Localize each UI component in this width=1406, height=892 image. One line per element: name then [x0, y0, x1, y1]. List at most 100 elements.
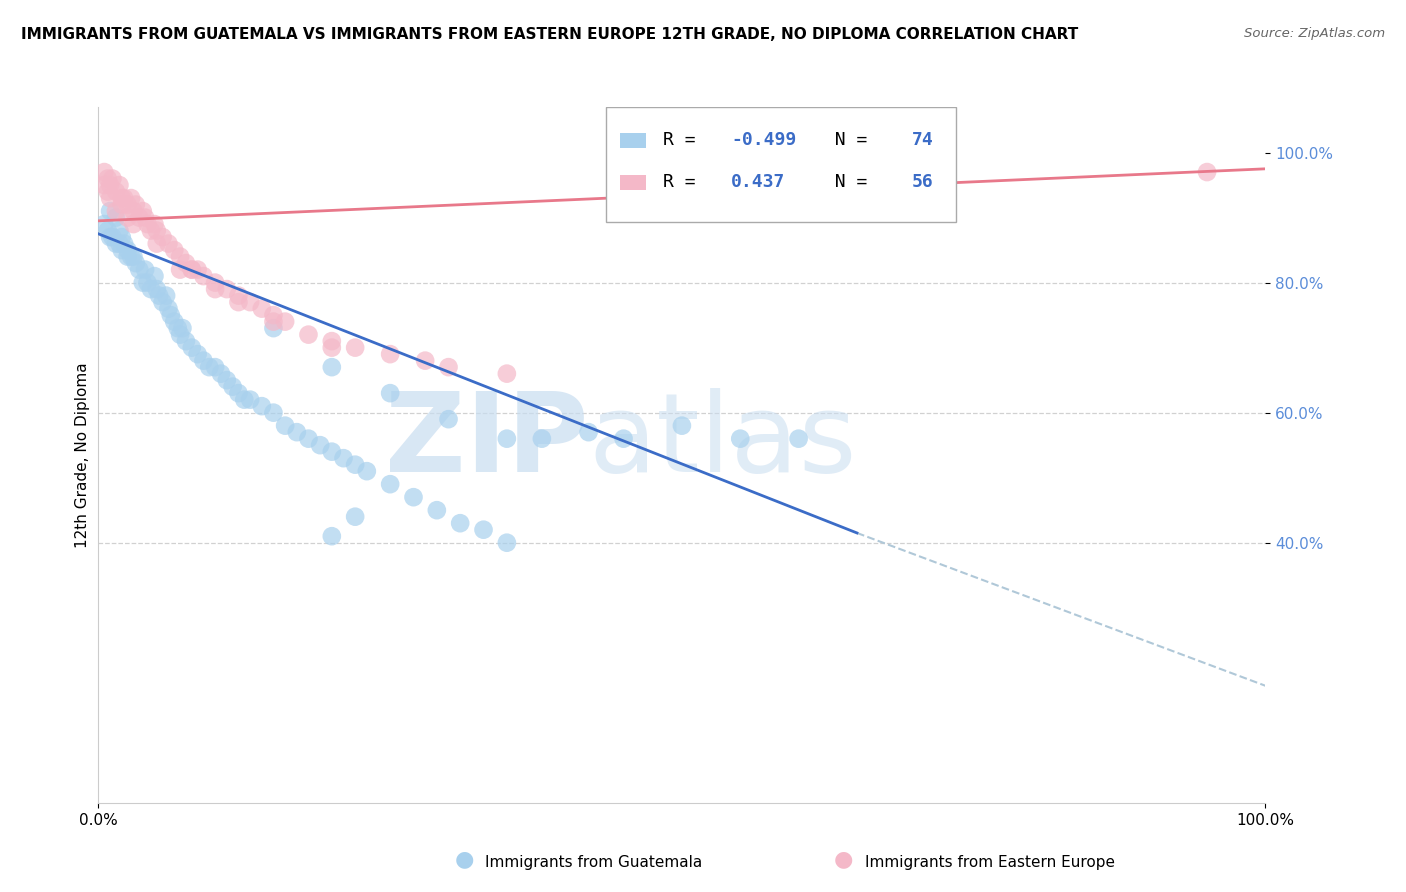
Text: atlas: atlas [589, 387, 858, 494]
Point [344, 458, 367, 472]
Point [98, 204, 121, 219]
Text: N =: N = [813, 131, 877, 150]
Point [152, 295, 174, 310]
Point [193, 353, 215, 368]
Text: 0.437: 0.437 [731, 173, 786, 191]
Text: Immigrants from Guatemala: Immigrants from Guatemala [485, 855, 703, 870]
Point [136, 217, 159, 231]
Point [250, 301, 273, 316]
Point [787, 432, 810, 446]
Point [97, 171, 120, 186]
Point [356, 464, 378, 478]
Point [250, 399, 273, 413]
Point [228, 295, 250, 310]
Point [172, 321, 194, 335]
Point [187, 262, 209, 277]
Point [437, 412, 460, 426]
Point [163, 243, 186, 257]
Point [297, 432, 319, 446]
Point [215, 282, 238, 296]
Point [159, 308, 181, 322]
Point [380, 386, 402, 401]
Point [122, 217, 145, 231]
Point [1195, 165, 1218, 179]
Point [204, 360, 226, 375]
Point [530, 432, 553, 446]
Point [380, 347, 402, 361]
Point [174, 256, 197, 270]
Point [108, 236, 131, 251]
Point [93, 217, 115, 231]
Point [204, 276, 226, 290]
Point [146, 236, 169, 251]
Text: 56: 56 [912, 173, 934, 191]
Point [155, 288, 177, 302]
Point [233, 392, 256, 407]
Point [98, 178, 121, 192]
Point [274, 315, 297, 329]
Point [97, 185, 120, 199]
Point [112, 236, 135, 251]
Point [204, 282, 226, 296]
Point [449, 516, 471, 531]
Point [104, 204, 127, 219]
Point [117, 243, 139, 257]
Point [97, 224, 120, 238]
Point [146, 224, 169, 238]
Point [136, 276, 159, 290]
Point [111, 243, 134, 257]
Point [262, 315, 284, 329]
Point [215, 373, 238, 387]
Point [117, 211, 139, 225]
Point [163, 315, 186, 329]
Point [128, 211, 150, 225]
Text: IMMIGRANTS FROM GUATEMALA VS IMMIGRANTS FROM EASTERN EUROPE 12TH GRADE, NO DIPLO: IMMIGRANTS FROM GUATEMALA VS IMMIGRANTS … [21, 27, 1078, 42]
Point [193, 269, 215, 284]
Point [180, 341, 202, 355]
Point [134, 211, 156, 225]
Point [101, 171, 124, 186]
Point [496, 432, 519, 446]
Point [98, 191, 121, 205]
Point [187, 347, 209, 361]
Point [157, 301, 180, 316]
Point [169, 327, 191, 342]
Point [426, 503, 449, 517]
Point [402, 490, 425, 504]
Point [157, 236, 180, 251]
Point [104, 236, 127, 251]
Point [139, 224, 162, 238]
Point [111, 230, 134, 244]
Point [132, 204, 155, 219]
Y-axis label: 12th Grade, No Diploma: 12th Grade, No Diploma [75, 362, 90, 548]
Point [111, 197, 134, 211]
Point [120, 191, 142, 205]
Point [132, 276, 155, 290]
Point [496, 535, 519, 549]
Point [139, 282, 162, 296]
Point [134, 262, 156, 277]
Text: Immigrants from Eastern Europe: Immigrants from Eastern Europe [865, 855, 1115, 870]
Point [198, 360, 221, 375]
Point [180, 262, 202, 277]
Point [104, 211, 127, 225]
Point [262, 406, 284, 420]
Point [228, 288, 250, 302]
Point [108, 224, 131, 238]
Point [321, 529, 343, 543]
Point [239, 295, 262, 310]
Point [143, 269, 166, 284]
Point [496, 367, 519, 381]
FancyBboxPatch shape [606, 107, 956, 222]
Point [578, 425, 600, 439]
Point [111, 191, 134, 205]
Point [321, 444, 343, 458]
Point [262, 321, 284, 335]
Point [262, 308, 284, 322]
Point [152, 230, 174, 244]
Point [117, 197, 139, 211]
Bar [620, 175, 645, 190]
Point [104, 185, 127, 199]
Point [285, 425, 308, 439]
Point [169, 250, 191, 264]
